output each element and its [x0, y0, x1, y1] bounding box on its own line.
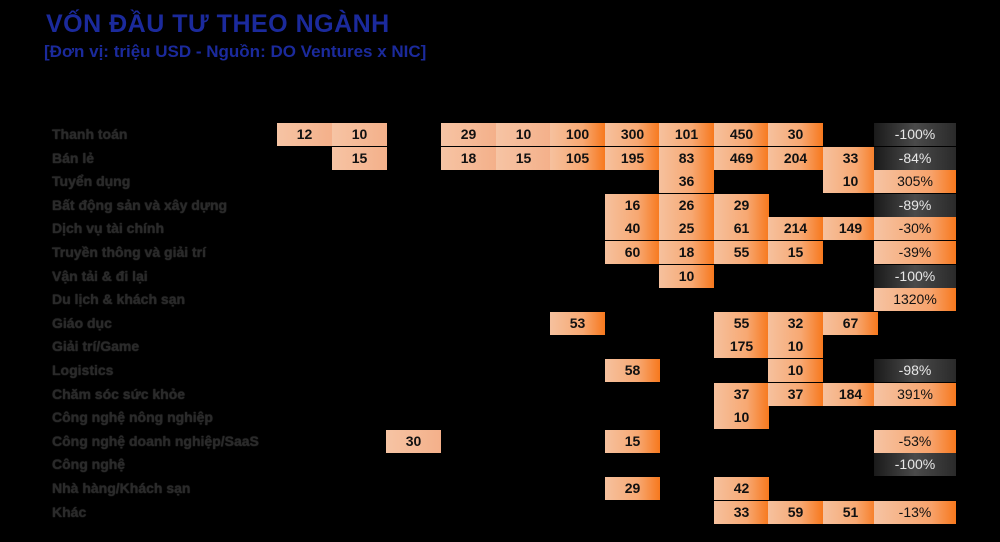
row-label: Nhà hàng/Khách sạn	[52, 480, 191, 496]
value-cell: 149	[823, 217, 878, 240]
value-cell: 58	[605, 359, 660, 382]
value-cell: 83	[659, 147, 714, 170]
change-percent-cell: -100%	[874, 453, 956, 476]
row-label: Giáo dục	[52, 315, 112, 331]
value-cell: 40	[605, 217, 660, 240]
value-cell: 26	[659, 194, 714, 217]
value-cell: 15	[768, 241, 823, 264]
row-label: Công nghệ nông nghiệp	[52, 409, 213, 425]
value-cell: 15	[332, 147, 387, 170]
change-percent-cell: -98%	[874, 359, 956, 382]
change-percent-cell: -39%	[874, 241, 956, 264]
value-cell: 36	[659, 170, 714, 193]
value-cell: 105	[550, 147, 605, 170]
row-label: Dịch vụ tài chính	[52, 220, 165, 236]
row-label: Bất động sản và xây dựng	[52, 197, 228, 213]
value-cell: 214	[768, 217, 823, 240]
value-cell: 195	[605, 147, 660, 170]
value-cell: 61	[714, 217, 769, 240]
value-cell: 469	[714, 147, 769, 170]
change-percent-cell: 391%	[874, 383, 956, 406]
row-label: Bán lẻ	[52, 150, 95, 166]
row-label: Logistics	[52, 362, 114, 378]
value-cell: 10	[659, 265, 714, 288]
value-cell: 15	[496, 147, 551, 170]
change-percent-cell: -84%	[874, 147, 956, 170]
value-cell: 67	[823, 312, 878, 335]
value-cell: 33	[714, 501, 769, 524]
change-percent-cell: 1320%	[874, 288, 956, 311]
change-percent-cell: -100%	[874, 123, 956, 146]
value-cell: 12	[277, 123, 332, 146]
change-percent-cell: 305%	[874, 170, 956, 193]
row-label: Tuyển dụng	[52, 173, 131, 189]
value-cell: 10	[823, 170, 878, 193]
value-cell: 55	[714, 312, 769, 335]
row-label: Truyền thông và giải trí	[52, 244, 207, 260]
change-percent-cell: -13%	[874, 501, 956, 524]
value-cell: 29	[714, 194, 769, 217]
change-percent-cell: -100%	[874, 265, 956, 288]
value-cell: 10	[332, 123, 387, 146]
value-cell: 184	[823, 383, 878, 406]
value-cell: 60	[605, 241, 660, 264]
value-cell: 33	[823, 147, 878, 170]
chart-title: VỐN ĐẦU TƯ THEO NGÀNH	[46, 10, 390, 38]
value-cell: 100	[550, 123, 605, 146]
value-cell: 18	[441, 147, 496, 170]
value-cell: 15	[605, 430, 660, 453]
value-cell: 25	[659, 217, 714, 240]
value-cell: 29	[605, 477, 660, 500]
value-cell: 10	[768, 359, 823, 382]
value-cell: 175	[714, 335, 769, 358]
row-label: Vận tải & đi lại	[52, 268, 148, 284]
value-cell: 204	[768, 147, 823, 170]
value-cell: 300	[605, 123, 660, 146]
chart-subtitle: [Đơn vị: triệu USD - Nguồn: DO Ventures …	[44, 42, 427, 61]
value-cell: 55	[714, 241, 769, 264]
change-percent-cell: -89%	[874, 194, 956, 217]
value-cell: 450	[714, 123, 769, 146]
value-cell: 16	[605, 194, 660, 217]
value-cell: 18	[659, 241, 714, 264]
row-label: Thanh toán	[52, 126, 128, 142]
row-label: Chăm sóc sức khỏe	[52, 386, 186, 402]
value-cell: 32	[768, 312, 823, 335]
value-cell: 53	[550, 312, 605, 335]
value-cell: 37	[768, 383, 823, 406]
value-cell: 101	[659, 123, 714, 146]
value-cell: 10	[496, 123, 551, 146]
value-cell: 10	[714, 406, 769, 429]
value-cell: 51	[823, 501, 878, 524]
value-cell: 29	[441, 123, 496, 146]
value-cell: 37	[714, 383, 769, 406]
value-cell: 10	[768, 335, 823, 358]
value-cell: 59	[768, 501, 823, 524]
row-label: Công nghệ doanh nghiệp/SaaS	[52, 433, 259, 449]
row-label: Du lịch & khách sạn	[52, 291, 186, 307]
row-label: Giải trí/Game	[52, 338, 140, 354]
value-cell: 30	[768, 123, 823, 146]
row-label: Công nghệ	[52, 456, 126, 472]
change-percent-cell: -30%	[874, 217, 956, 240]
value-cell: 30	[386, 430, 441, 453]
change-percent-cell: -53%	[874, 430, 956, 453]
value-cell: 42	[714, 477, 769, 500]
row-label: Khác	[52, 504, 87, 520]
